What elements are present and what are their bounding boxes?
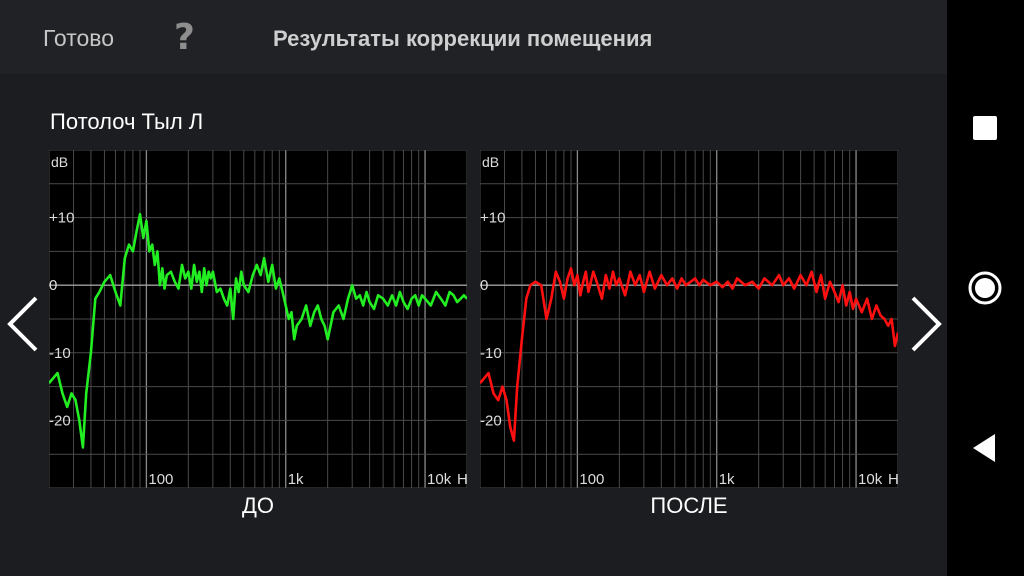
chevron-right-icon[interactable]: [905, 292, 945, 356]
y-tick-label: -10: [49, 345, 71, 362]
y-tick-label: -10: [480, 345, 502, 362]
chart-after-label: ПОСЛЕ: [650, 493, 728, 518]
chevron-left-icon[interactable]: [4, 292, 44, 356]
x-tick-label: 100: [579, 471, 604, 488]
curve-after: [480, 267, 898, 443]
chart-after: dB +10 0 -10 -20 100 1k 10k H: [480, 150, 898, 488]
y-tick-label: -20: [49, 412, 71, 429]
y-unit-label: dB: [51, 154, 68, 170]
chart-before-plot: dB +10 0 -10 -20 100 1k 10k H: [49, 150, 467, 488]
y-tick-label: -20: [480, 412, 502, 429]
square-icon[interactable]: [965, 108, 1005, 148]
y-tick-label: +10: [480, 210, 505, 227]
page-title: Результаты коррекции помещения: [273, 26, 653, 51]
help-button[interactable]: ?: [174, 17, 195, 58]
x-tick-label: 1k: [288, 471, 304, 488]
chart-before-label: ДО: [241, 493, 274, 518]
done-button[interactable]: Готово: [43, 25, 115, 51]
circle-icon[interactable]: [965, 268, 1005, 308]
triangle-back-icon[interactable]: [965, 428, 1005, 468]
x-unit-label: H: [888, 471, 898, 488]
x-tick-label: 1k: [719, 471, 735, 488]
chart-before: dB +10 0 -10 -20 100 1k 10k H: [49, 150, 467, 488]
y-tick-label: +10: [49, 210, 74, 227]
y-unit-label: dB: [482, 154, 499, 170]
speaker-name: Потолоч Тыл Л: [50, 109, 204, 134]
y-tick-label: 0: [49, 277, 57, 294]
y-tick-label: 0: [480, 277, 488, 294]
x-tick-label: 10k: [427, 471, 452, 488]
system-navigation-bar: [947, 0, 1024, 576]
curve-before: [49, 212, 467, 449]
top-bar: Готово ? Результаты коррекции помещения: [0, 0, 947, 74]
x-tick-label: 10k: [858, 471, 883, 488]
chart-after-plot: dB +10 0 -10 -20 100 1k 10k H: [480, 150, 898, 488]
x-unit-label: H: [457, 471, 467, 488]
grid: [480, 150, 898, 488]
grid: [49, 150, 467, 488]
x-tick-label: 100: [148, 471, 173, 488]
